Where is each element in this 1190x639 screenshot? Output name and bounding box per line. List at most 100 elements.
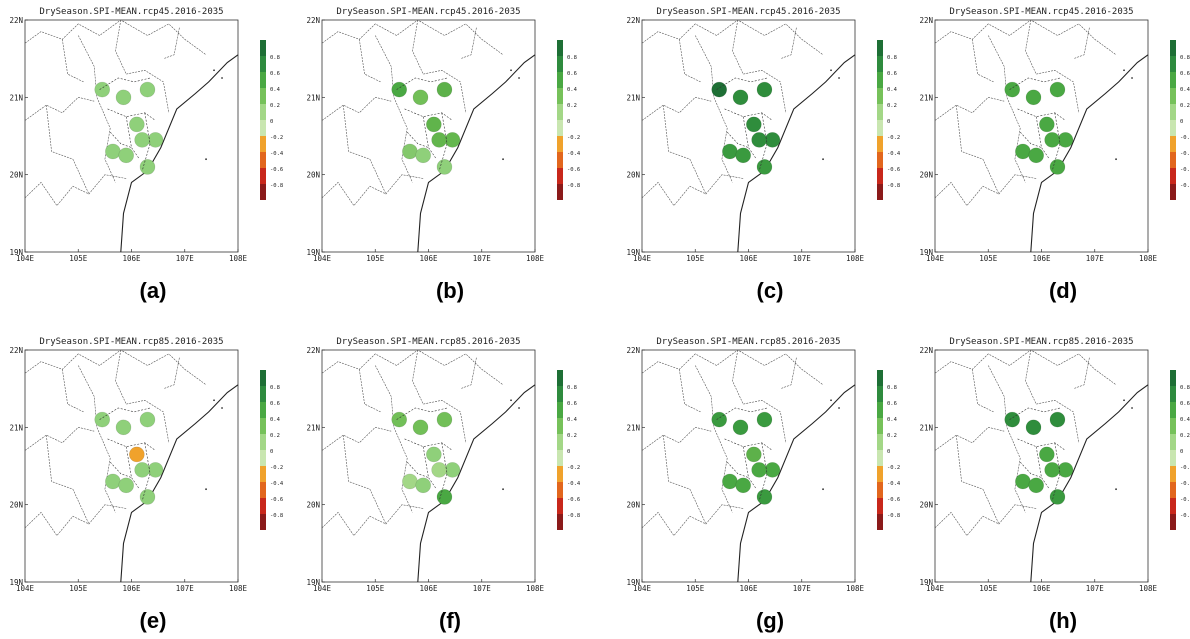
colorbar-segment <box>877 56 883 72</box>
station-marker <box>764 132 781 148</box>
map-panel-g: DrySeason.SPI-MEAN.rcp85.2016-2035 22N 21N… <box>625 334 915 634</box>
colorbar-segment <box>260 184 266 200</box>
lat-label: 22N <box>306 346 320 355</box>
province-boundary <box>321 504 424 537</box>
colorbar-segment <box>557 152 563 168</box>
colorbar-segment <box>260 56 266 72</box>
lon-label: 104E <box>926 584 945 593</box>
colorbar-segment <box>877 386 883 402</box>
colorbar-label: -0.4 <box>567 151 581 157</box>
colorbar-segment <box>1170 418 1176 434</box>
island <box>1131 407 1133 409</box>
map-svg: DrySeason.SPI-MEAN.rcp45.2016-2035 22N 21N… <box>306 7 581 263</box>
colorbar-label: -0.2 <box>887 465 900 471</box>
province-boundary <box>163 357 180 389</box>
station-marker <box>722 143 738 160</box>
colorbar-segment <box>557 466 563 482</box>
lat-label: 22N <box>9 346 23 355</box>
colorbar-label: 0 <box>567 119 570 125</box>
province-boundary <box>115 349 170 443</box>
colorbar-label: 0.8 <box>887 55 897 61</box>
station-marker <box>1049 81 1066 98</box>
province-boundary <box>343 105 387 195</box>
coastline <box>120 54 239 253</box>
station-marker <box>415 477 431 494</box>
lon-label: 108E <box>229 584 248 593</box>
lon-label: 104E <box>633 584 652 593</box>
colorbar-segment <box>557 88 563 104</box>
colorbar-segment <box>557 184 563 200</box>
station-marker <box>412 419 429 436</box>
station-marker <box>402 143 418 160</box>
colorbar-segment <box>260 418 266 434</box>
lat-label: 21N <box>626 93 640 102</box>
station-marker <box>1039 116 1055 133</box>
colorbar-segment <box>260 370 266 386</box>
colorbar-segment <box>557 168 563 184</box>
colorbar-label: -0.4 <box>1180 151 1190 157</box>
district-boundary <box>107 438 156 451</box>
colorbar-segment <box>1170 466 1176 482</box>
lat-label: 22N <box>9 16 23 25</box>
colorbar-segment <box>260 168 266 184</box>
station-marker <box>722 473 738 490</box>
colorbar-label: -0.6 <box>270 497 283 503</box>
station-marker <box>1004 81 1021 98</box>
map-panel-d: DrySeason.SPI-MEAN.rcp45.2016-2035 22N 21N… <box>918 4 1190 304</box>
colorbar-label: 0.6 <box>270 401 280 407</box>
province-boundary <box>460 357 477 389</box>
colorbar-label: 0.2 <box>1180 103 1190 109</box>
colorbar-label: 0 <box>270 449 273 455</box>
province-boundary <box>988 365 1026 513</box>
province-boundary <box>988 35 1026 183</box>
colorbar-label: -0.2 <box>567 465 580 471</box>
colorbar-label: 0.8 <box>567 385 577 391</box>
map-title: DrySeason.SPI-MEAN.rcp85.2016-2035 <box>656 337 840 347</box>
island <box>221 407 223 409</box>
map-title: DrySeason.SPI-MEAN.rcp45.2016-2035 <box>336 7 520 17</box>
province-boundary <box>641 19 824 56</box>
colorbar-segment <box>877 402 883 418</box>
station-marker <box>134 132 150 148</box>
district-boundary <box>404 108 453 121</box>
colorbar-segment <box>557 402 563 418</box>
island <box>838 77 840 79</box>
station-marker <box>118 477 134 494</box>
colorbar-label: -0.2 <box>1180 135 1190 141</box>
station-marker <box>756 159 773 175</box>
island <box>822 488 824 491</box>
colorbar-label: 0.4 <box>270 87 281 93</box>
station-marker <box>444 132 461 148</box>
colorbar-label: -0.4 <box>270 481 284 487</box>
lon-label: 105E <box>979 254 998 263</box>
lon-label: 107E <box>793 254 812 263</box>
colorbar-segment <box>557 136 563 152</box>
colorbar-label: 0.4 <box>567 87 578 93</box>
province-boundary <box>663 435 707 525</box>
district-boundary <box>406 131 429 148</box>
lon-label: 108E <box>846 254 865 263</box>
colorbar-segment <box>1170 482 1176 498</box>
colorbar-segment <box>557 434 563 450</box>
colorbar-label: 0.2 <box>887 433 897 439</box>
island <box>502 488 504 491</box>
island <box>205 158 207 161</box>
station-marker <box>94 411 111 428</box>
colorbar-label: -0.2 <box>1180 465 1190 471</box>
province-boundary <box>24 349 207 386</box>
colorbar-label: -0.8 <box>567 513 580 519</box>
colorbar-segment <box>557 56 563 72</box>
lat-label: 20N <box>9 171 23 180</box>
district-boundary <box>1019 461 1042 478</box>
colorbar-segment <box>877 40 883 56</box>
map-svg: DrySeason.SPI-MEAN.rcp85.2016-2035 22N 21N… <box>9 337 284 593</box>
lon-label: 105E <box>979 584 998 593</box>
colorbar-segment <box>1170 498 1176 514</box>
island <box>221 77 223 79</box>
station-marker <box>105 143 121 160</box>
map-frame <box>24 349 239 583</box>
lat-label: 19N <box>9 578 23 587</box>
map-frame <box>24 19 239 253</box>
station-marker <box>1044 132 1060 148</box>
station-marker <box>1049 489 1066 505</box>
